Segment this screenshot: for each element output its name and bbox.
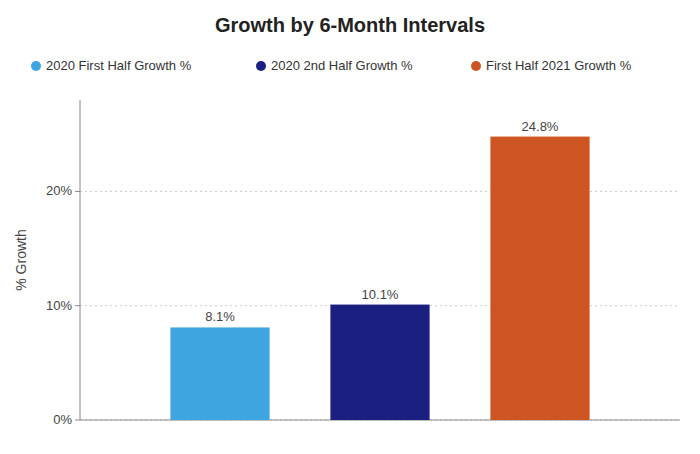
bar (330, 305, 429, 420)
bars (170, 137, 589, 420)
tick-mark (75, 191, 80, 192)
grid-line (80, 191, 680, 192)
tick-label: 0% (53, 412, 72, 427)
legend-label: First Half 2021 Growth % (486, 58, 632, 73)
legend-swatch (31, 61, 41, 71)
y-label: % Growth (13, 229, 29, 290)
y-axis: 0% 10% 20% (46, 100, 680, 427)
legend-swatch (256, 61, 266, 71)
tick-label: 10% (46, 298, 72, 313)
axis-line (80, 100, 81, 420)
tick-mark (75, 305, 80, 306)
legend-label: 2020 First Half Growth % (46, 58, 192, 73)
data-label: 24.8% (522, 119, 559, 134)
tick-mark (75, 420, 80, 421)
title: Growth by 6-Month Intervals (215, 14, 485, 36)
chart: Growth by 6-Month Intervals 2020 First Ha… (0, 0, 700, 454)
data-label: 10.1% (362, 287, 399, 302)
bar (490, 137, 589, 420)
data-labels: 8.1% 10.1% 24.8% (205, 119, 559, 325)
bar (170, 327, 269, 420)
legend-label: 2020 2nd Half Growth % (271, 58, 413, 73)
legend: 2020 First Half Growth % 2020 2nd Half Gr… (31, 58, 632, 73)
tick-label: 20% (46, 183, 72, 198)
data-label: 8.1% (205, 309, 235, 324)
legend-swatch (471, 61, 481, 71)
